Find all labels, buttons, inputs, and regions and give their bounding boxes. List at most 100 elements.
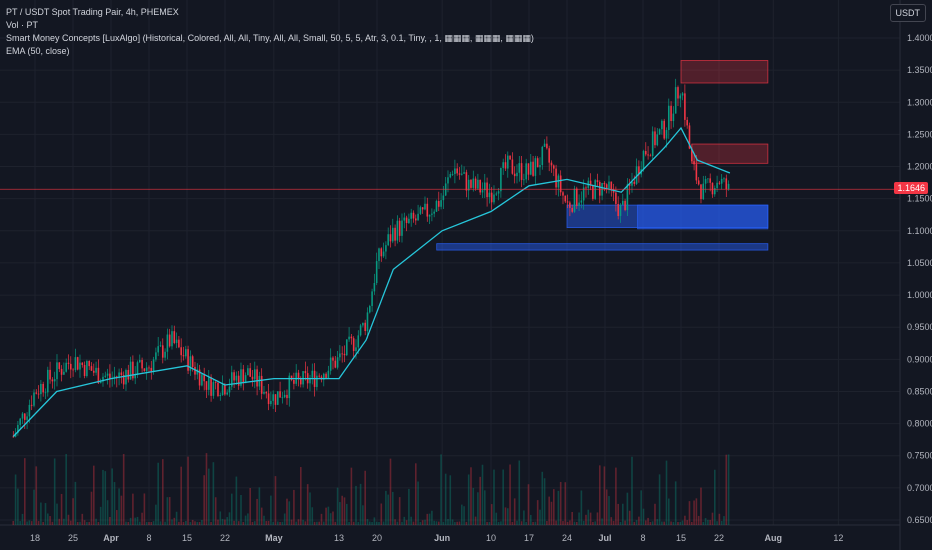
volume-bar xyxy=(125,521,127,525)
candle-body xyxy=(529,161,532,175)
volume-bar xyxy=(589,512,592,525)
volume-bar xyxy=(161,459,164,525)
volume-bar xyxy=(115,510,118,525)
candle-body xyxy=(534,158,537,176)
candle-body xyxy=(364,322,366,332)
candle-body xyxy=(366,312,369,332)
time-tick-label: 25 xyxy=(68,533,78,543)
candle-body xyxy=(33,392,35,406)
volume-bar xyxy=(313,521,316,525)
volume-bar xyxy=(412,521,415,525)
volume-bar xyxy=(83,520,86,525)
price-tick-label: 0.8500 xyxy=(907,386,932,396)
candle-body xyxy=(626,184,629,211)
candle-body xyxy=(345,339,348,356)
volume-legend[interactable]: Vol · PT xyxy=(6,20,39,30)
volume-bar xyxy=(711,512,714,525)
candle-body xyxy=(479,179,481,193)
volume-bar xyxy=(396,521,399,525)
volume-bar xyxy=(212,462,215,525)
candle-body xyxy=(585,187,587,189)
volume-bar xyxy=(297,519,300,525)
volume-bar xyxy=(594,521,596,525)
candle-body xyxy=(226,392,228,395)
candle-body xyxy=(148,367,150,369)
volume-bar xyxy=(456,521,458,525)
candle-body xyxy=(132,361,134,379)
volume-bar xyxy=(426,513,429,525)
volume-bar xyxy=(327,506,330,525)
candle-body xyxy=(28,404,31,417)
candle-body xyxy=(506,155,509,169)
volume-bar xyxy=(102,469,104,525)
candle-body xyxy=(451,173,454,175)
candle-body xyxy=(665,130,668,139)
candle-body xyxy=(72,369,74,371)
candle-body xyxy=(281,397,284,399)
candle-body xyxy=(88,361,90,367)
time-tick-label: Jul xyxy=(598,533,611,543)
volume-bar xyxy=(359,483,362,525)
price-tick-label: 0.7000 xyxy=(907,483,932,493)
volume-bar xyxy=(334,521,337,525)
volume-bar xyxy=(509,464,511,525)
candle-body xyxy=(442,195,445,201)
candle-body xyxy=(42,383,44,393)
volume-bar xyxy=(433,520,435,525)
smc-indicator-legend[interactable]: Smart Money Concepts [LuxAlgo] (Historic… xyxy=(6,33,534,43)
candle-body xyxy=(382,251,385,257)
candle-body xyxy=(286,394,288,399)
volume-bar xyxy=(626,492,629,525)
volume-bar xyxy=(677,521,679,525)
symbol-title[interactable]: PT / USDT Spot Trading Pair, 4h, PHEMEX xyxy=(6,7,179,17)
volume-bar xyxy=(401,521,403,525)
candle-body xyxy=(709,178,711,183)
candle-body xyxy=(546,143,548,149)
volume-bar xyxy=(661,521,663,525)
volume-bar xyxy=(447,518,449,525)
candle-body xyxy=(251,376,254,380)
candle-body xyxy=(134,374,136,379)
volume-bar xyxy=(267,520,270,525)
candle-body xyxy=(716,182,718,189)
candle-body xyxy=(543,143,546,147)
volume-bar xyxy=(191,519,194,525)
candle-body xyxy=(247,368,249,376)
volume-bar xyxy=(129,517,132,525)
volume-bar xyxy=(552,489,555,525)
candle-body xyxy=(474,178,477,189)
volume-bar xyxy=(511,521,514,525)
candle-body xyxy=(267,393,270,405)
volume-bar xyxy=(320,513,323,525)
candle-body xyxy=(608,181,610,189)
price-tick-label: 1.0500 xyxy=(907,258,932,268)
candle-body xyxy=(408,218,410,224)
time-tick-label: Jun xyxy=(434,533,450,543)
volume-bar xyxy=(638,516,640,525)
candle-body xyxy=(495,193,498,195)
candle-body xyxy=(258,375,261,387)
candle-body xyxy=(81,362,84,365)
volume-bar xyxy=(470,467,472,525)
volume-bar xyxy=(76,521,79,525)
currency-button[interactable]: USDT xyxy=(889,4,926,22)
candle-body xyxy=(638,166,640,175)
ema-legend[interactable]: EMA (50, close) xyxy=(6,46,70,56)
volume-bar xyxy=(35,466,38,525)
volume-bar xyxy=(343,497,346,525)
candle-body xyxy=(437,201,440,207)
candle-body xyxy=(318,375,320,377)
volume-bar xyxy=(569,520,571,525)
volume-bar xyxy=(311,507,314,525)
candle-body xyxy=(674,87,677,114)
candle-body xyxy=(157,346,159,353)
volume-bar xyxy=(697,515,700,525)
candle-body xyxy=(500,167,502,192)
candle-body xyxy=(311,370,314,378)
volume-bar xyxy=(523,510,525,525)
volume-bar xyxy=(619,521,622,525)
volume-bar xyxy=(610,517,613,525)
volume-bar xyxy=(483,490,486,525)
time-tick-label: Aug xyxy=(765,533,783,543)
